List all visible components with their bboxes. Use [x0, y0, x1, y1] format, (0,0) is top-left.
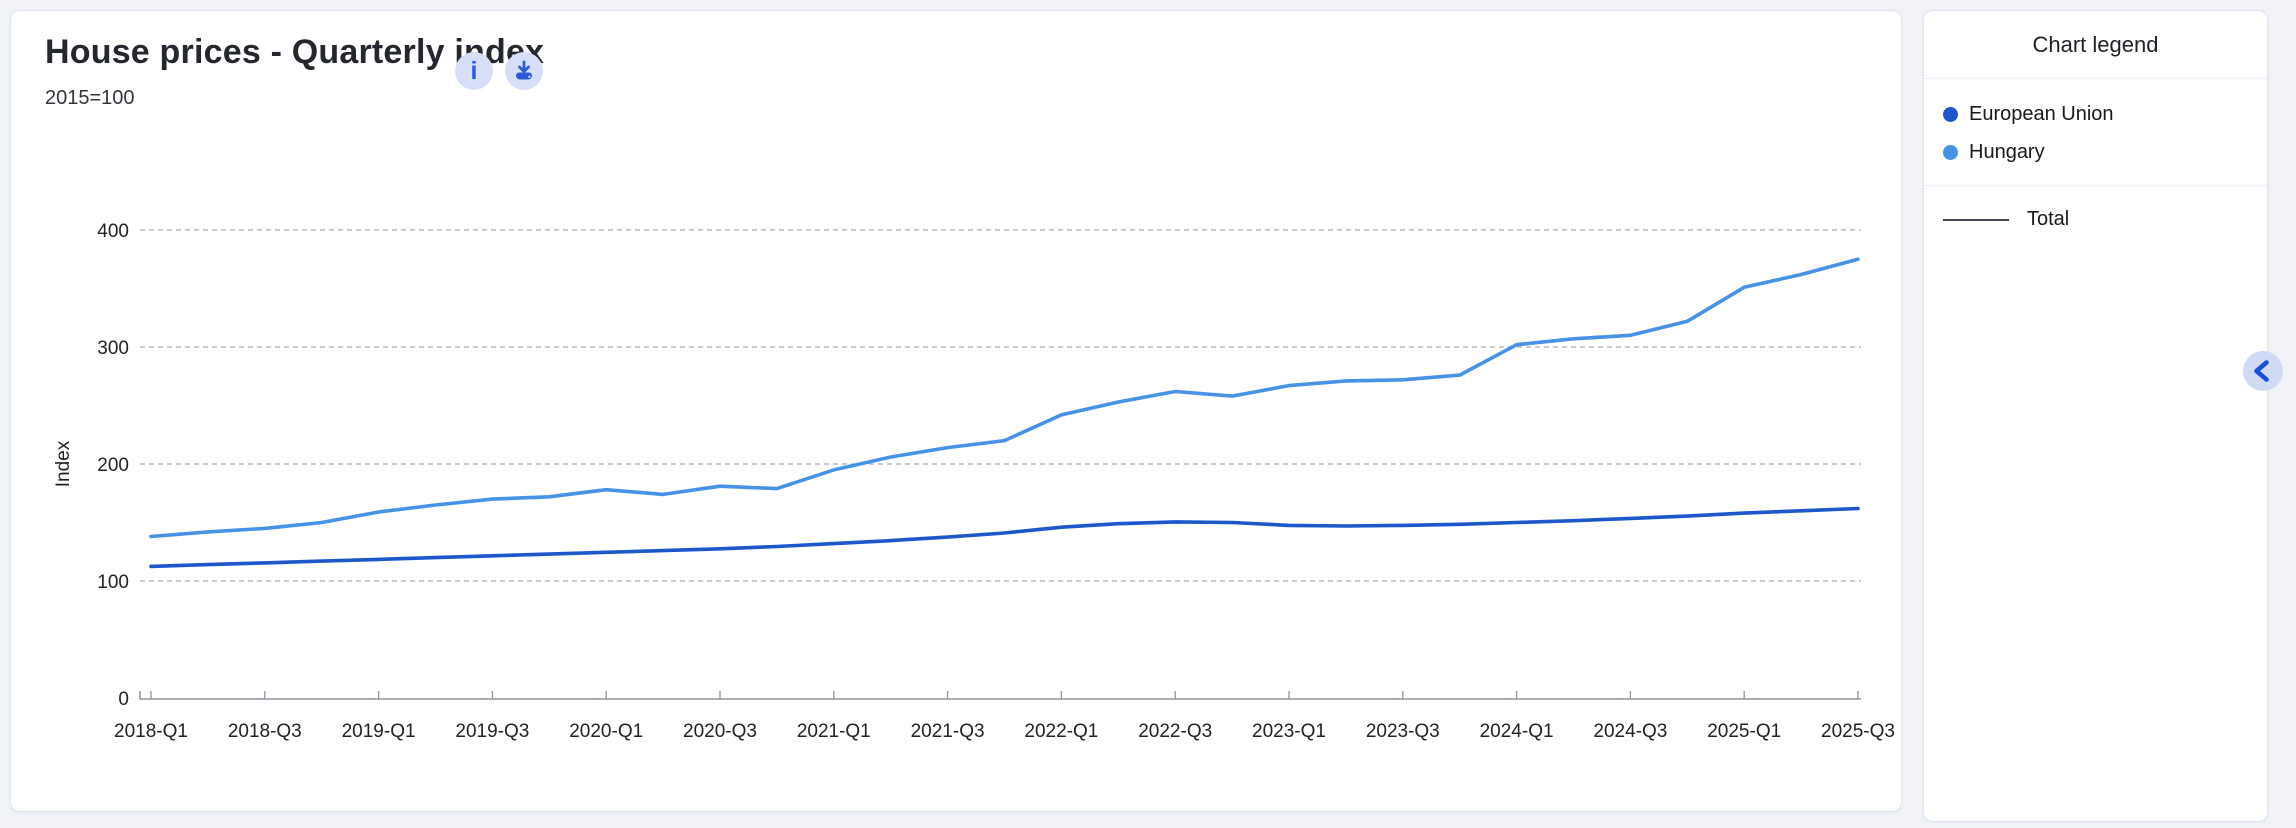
x-axis-tick-label: 2021-Q3	[911, 721, 985, 742]
x-axis-tick-label: 2020-Q1	[569, 721, 643, 742]
x-axis-tick-label: 2024-Q1	[1480, 721, 1554, 742]
y-axis-tick-label: 400	[97, 221, 129, 242]
info-button[interactable]: i	[455, 52, 493, 90]
y-axis-tick-label: 0	[118, 689, 129, 710]
download-icon	[516, 60, 532, 80]
x-axis-tick-label: 2021-Q1	[797, 721, 871, 742]
line-symbol-icon	[1943, 218, 2009, 221]
x-axis-tick-label: 2025-Q3	[1821, 721, 1895, 742]
legend-item-total[interactable]: Total	[1924, 186, 2267, 231]
chart-subtitle: 2015=100	[45, 87, 135, 109]
chart-svg: 0 100 200 300 400 Index 2018-Q1 2018-Q3 2019-Q1 2…	[53, 221, 1895, 742]
x-axis-tick-label: 2022-Q3	[1138, 721, 1212, 742]
download-button[interactable]	[505, 52, 543, 90]
x-axis-tick-label: 2018-Q1	[114, 721, 188, 742]
legend-item-label: Hungary	[1969, 140, 2045, 163]
hungary-line[interactable]	[149, 257, 1860, 539]
legend-item-label: European Union	[1969, 102, 2114, 125]
european-union-line[interactable]	[149, 506, 1860, 569]
collapse-legend-button[interactable]	[2243, 351, 2283, 391]
x-axis-tick-label: 2023-Q1	[1252, 721, 1326, 742]
x-axis-tick-label: 2024-Q3	[1593, 721, 1667, 742]
legend-total-label: Total	[2027, 208, 2070, 230]
y-axis-tick-label: 100	[97, 572, 129, 593]
x-axis-tick-label: 2025-Q1	[1707, 721, 1781, 742]
x-axis-tick-label: 2019-Q3	[455, 721, 529, 742]
chart-card: 0 100 200 300 400 Index 2018-Q1 2018-Q3 2019-Q1 2…	[10, 10, 1902, 812]
y-axis-tick-label: 300	[97, 338, 129, 359]
y-axis-title: Index	[53, 440, 74, 487]
chevron-left-icon	[2254, 360, 2269, 382]
x-axis-line	[139, 691, 1861, 700]
european-union-dot-icon	[1943, 106, 1958, 122]
x-axis-tick-label: 2018-Q3	[228, 721, 302, 742]
legend-item-hungary[interactable]: Hungary	[1924, 133, 2267, 171]
y-axis-tick-label: 200	[97, 455, 129, 476]
legend-title: Chart legend	[1924, 11, 2267, 79]
legend-items: European Union Hungary	[1924, 79, 2267, 186]
x-axis-tick-label: 2019-Q1	[342, 721, 416, 742]
x-axis-tick-label: 2022-Q1	[1024, 721, 1098, 742]
x-axis-tick-label: 2020-Q3	[683, 721, 757, 742]
legend-panel: Chart legend European Union Hungary Tota…	[1923, 10, 2268, 822]
x-axis-tick-label: 2023-Q3	[1366, 721, 1440, 742]
info-icon: i	[470, 56, 478, 85]
hungary-dot-icon	[1943, 144, 1958, 160]
legend-item-european-union[interactable]: European Union	[1924, 95, 2267, 133]
